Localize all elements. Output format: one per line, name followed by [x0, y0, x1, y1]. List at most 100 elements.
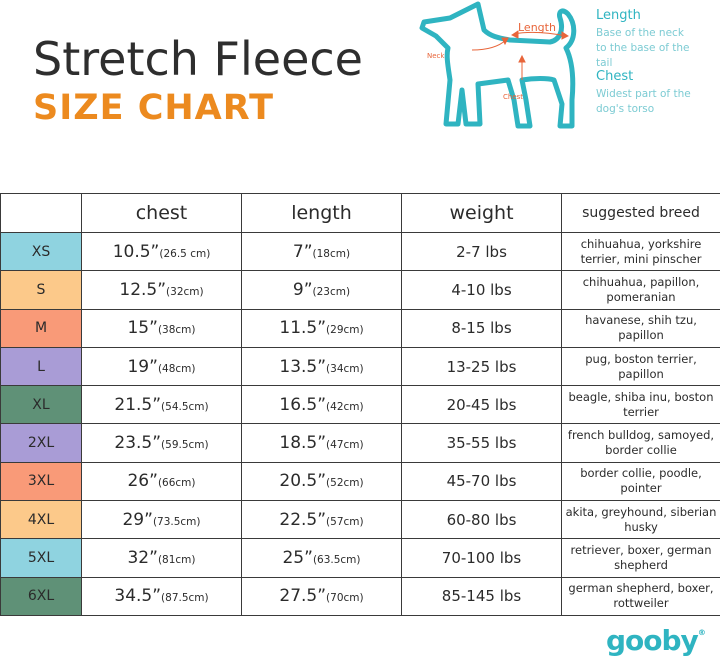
- legend-chest: Chest Widest part of the dog's torso: [596, 69, 696, 117]
- diagram-label-length: Length: [518, 21, 556, 34]
- legend-desc: Widest part of the dog's torso: [596, 88, 691, 115]
- size-cell: 2XL: [0, 423, 82, 463]
- length-inches: 7”: [292, 241, 313, 262]
- chest-inches: 29”: [122, 509, 153, 530]
- length-cell: 20.5”(52cm): [241, 461, 402, 502]
- chest-cell: 12.5”(32cm): [81, 270, 242, 310]
- diagram-label-chest: Chest: [503, 93, 523, 101]
- table-header-row: chest length weight suggested breed: [0, 193, 720, 233]
- size-cell: S: [0, 270, 82, 310]
- size-cell: 3XL: [0, 461, 82, 502]
- breed-cell: german shepherd, boxer, rottweiler: [561, 576, 720, 616]
- breed-cell: akita, greyhound, siberian husky: [561, 500, 720, 540]
- chest-cm: (73.5cm): [152, 515, 201, 528]
- chest-inches: 10.5”: [112, 241, 160, 262]
- length-cell: 7”(18cm): [241, 231, 402, 272]
- chest-cell: 23.5”(59.5cm): [81, 423, 242, 463]
- length-cell: 16.5”(42cm): [241, 385, 402, 425]
- breed-cell: pug, boston terrier, papillon: [561, 346, 720, 387]
- chest-cell: 15”(38cm): [81, 308, 242, 348]
- table-row: 5XL 32”(81cm) 25”(63.5cm) 70-100 lbs retriev…: [0, 538, 720, 578]
- chest-cm: (54.5cm): [161, 400, 209, 413]
- table-row: M 15”(38cm) 11.5”(29cm) 8-15 lbs havanese, s…: [0, 308, 720, 348]
- chest-cm: (38cm): [157, 324, 196, 337]
- breed-cell: chihuahua, yorkshire terrier, mini pinsc…: [561, 231, 720, 272]
- page-subtitle: SIZE CHART: [33, 88, 275, 128]
- breed-cell: beagle, shiba inu, boston terrier: [561, 385, 720, 425]
- size-cell: 6XL: [0, 576, 82, 616]
- weight-cell: 8-15 lbs: [401, 308, 562, 348]
- length-cm: (23cm): [312, 285, 351, 298]
- table-row: L 19”(48cm) 13.5”(34cm) 13-25 lbs pug, bosto…: [0, 346, 720, 387]
- diagram-label-neck: Neck: [427, 52, 445, 60]
- table-row: 6XL 34.5”(87.5cm) 27.5”(70cm) 85-145 lbs ger…: [0, 576, 720, 616]
- breed-cell: french bulldog, samoyed, border collie: [561, 423, 720, 463]
- size-cell: 4XL: [0, 500, 82, 540]
- length-cell: 11.5”(29cm): [241, 308, 402, 348]
- length-cell: 25”(63.5cm): [241, 538, 402, 578]
- chest-cell: 32”(81cm): [81, 538, 242, 578]
- weight-cell: 13-25 lbs: [401, 346, 562, 387]
- length-cm: (47cm): [326, 439, 364, 452]
- chest-inches: 12.5”: [119, 279, 167, 300]
- chest-cm: (59.5cm): [161, 439, 209, 452]
- length-cm: (70cm): [326, 592, 364, 605]
- length-inches: 25”: [282, 548, 313, 569]
- length-inches: 11.5”: [279, 318, 327, 339]
- weight-cell: 60-80 lbs: [401, 500, 562, 540]
- table-row: XL 21.5”(54.5cm) 16.5”(42cm) 20-45 lbs beagl…: [0, 385, 720, 425]
- length-inches: 27.5”: [279, 586, 327, 607]
- length-inches: 16.5”: [279, 394, 327, 415]
- length-cm: (18cm): [312, 247, 351, 260]
- breed-cell: border collie, poodle, pointer: [561, 461, 720, 502]
- length-inches: 13.5”: [279, 356, 327, 377]
- page-title: Stretch Fleece: [33, 32, 363, 86]
- chest-cell: 21.5”(54.5cm): [81, 385, 242, 425]
- logo-text: gooby: [606, 624, 699, 657]
- chest-inches: 15”: [127, 318, 158, 339]
- chest-cell: 34.5”(87.5cm): [81, 576, 242, 616]
- chest-cell: 10.5”(26.5 cm): [81, 231, 242, 272]
- length-cm: (63.5cm): [312, 554, 361, 567]
- weight-cell: 35-55 lbs: [401, 423, 562, 463]
- chest-cm: (87.5cm): [161, 592, 209, 605]
- chest-cm: (26.5 cm): [159, 247, 211, 260]
- legend-length: Length Base of the neck to the base of t…: [596, 8, 696, 71]
- arrow-icon: [561, 31, 569, 40]
- length-cell: 18.5”(47cm): [241, 423, 402, 463]
- length-cm: (52cm): [326, 477, 364, 490]
- table-row: XS 10.5”(26.5 cm) 7”(18cm) 2-7 lbs chihuahua…: [0, 231, 720, 272]
- weight-cell: 2-7 lbs: [401, 231, 562, 272]
- chest-cell: 26”(66cm): [81, 461, 242, 502]
- length-cell: 9”(23cm): [241, 270, 402, 310]
- gooby-logo: gooby®: [606, 624, 706, 657]
- length-cell: 13.5”(34cm): [241, 346, 402, 387]
- size-cell: M: [0, 308, 82, 348]
- breed-cell: chihuahua, papillon, pomeranian: [561, 270, 720, 310]
- legend-desc: Base of the neck to the base of the tail: [596, 27, 690, 69]
- length-inches: 22.5”: [279, 509, 327, 530]
- arrow-icon: [511, 30, 519, 39]
- length-cm: (29cm): [326, 324, 364, 337]
- length-inches: 20.5”: [279, 471, 327, 492]
- length-inches: 9”: [292, 279, 313, 300]
- chest-inches: 19”: [127, 356, 158, 377]
- chest-inches: 32”: [127, 548, 158, 569]
- breed-cell: retriever, boxer, german shepherd: [561, 538, 720, 578]
- dog-outline: [419, 1, 577, 129]
- column-header-weight: weight: [401, 193, 562, 233]
- length-inches: 18.5”: [279, 433, 327, 454]
- arrow-icon: [518, 54, 526, 63]
- chest-inches: 21.5”: [114, 394, 162, 415]
- chest-cm: (32cm): [166, 285, 204, 298]
- table-row: 3XL 26”(66cm) 20.5”(52cm) 45-70 lbs border c…: [0, 461, 720, 502]
- breed-cell: havanese, shih tzu, papillon: [561, 308, 720, 348]
- chest-inches: 26”: [127, 471, 158, 492]
- chest-cm: (48cm): [157, 362, 196, 375]
- size-cell: XS: [0, 231, 82, 272]
- chest-cm: (66cm): [157, 477, 196, 490]
- weight-cell: 45-70 lbs: [401, 461, 562, 502]
- legend-title: Chest: [596, 69, 634, 84]
- legend-title: Length: [596, 8, 641, 23]
- length-cm: (34cm): [326, 362, 364, 375]
